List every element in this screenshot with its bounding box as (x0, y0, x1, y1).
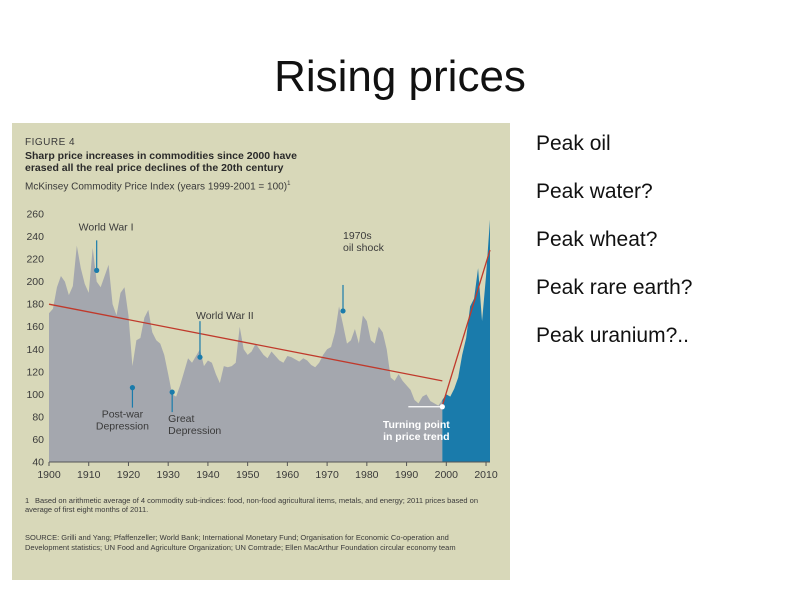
x-tick-label: 1910 (77, 469, 101, 481)
x-tick-label: 1970 (315, 469, 339, 481)
area-20th-century (49, 245, 443, 462)
bullet-item: Peak oil (536, 132, 611, 155)
slide-title: Rising prices (274, 52, 526, 101)
figure-panel: FIGURE 4 Sharp price increases in commod… (12, 123, 510, 580)
bullet-item: Peak uranium?.. (536, 324, 689, 347)
y-tick-label: 40 (32, 457, 44, 469)
annotation-label: Post-war (102, 409, 144, 421)
figure-heading-line1: Sharp price increases in commodities sin… (25, 150, 297, 162)
y-tick-label: 180 (26, 299, 44, 311)
x-tick-label: 1960 (276, 469, 300, 481)
x-tick-label: 1950 (236, 469, 260, 481)
y-tick-label: 140 (26, 344, 44, 356)
annotation-dot (340, 308, 346, 314)
commodity-price-chart: World War IPost-warDepressionGreatDepres… (26, 209, 498, 482)
trend-lines (48, 249, 491, 406)
x-tick-label: 1920 (117, 469, 141, 481)
footnote-text: Based on arithmetic average of 4 commodi… (25, 496, 479, 514)
annotation-label-line2: oil shock (343, 242, 385, 254)
annotation-label: 1970s (343, 230, 372, 242)
x-tick-label: 1940 (196, 469, 220, 481)
figure-heading-line2: erased all the real price declines of th… (25, 162, 284, 174)
annotation-label: Great (168, 413, 194, 425)
footnote: 1 Based on arithmetic average of 4 commod… (25, 496, 503, 514)
figure-label: FIGURE 4 (25, 137, 76, 148)
bullet-item: Peak water? (536, 180, 653, 203)
x-tick-label: 1990 (395, 469, 419, 481)
x-tick-label: 1900 (37, 469, 61, 481)
bullet-item: Peak rare earth? (536, 276, 693, 299)
y-tick-label: 260 (26, 209, 44, 221)
trend-line (48, 303, 443, 382)
y-tick-label: 60 (32, 434, 44, 446)
y-tick-label: 80 (32, 411, 44, 423)
annotation-label: World War II (196, 310, 254, 322)
area-21st-century (442, 219, 490, 462)
annotation-dot (197, 354, 203, 360)
annotation-dot (169, 389, 175, 395)
figure-subtitle: McKinsey Commodity Price Index (years 19… (25, 181, 290, 192)
y-tick-label: 220 (26, 254, 44, 266)
x-tick-label: 1980 (355, 469, 379, 481)
annotation-label-line2: in price trend (383, 431, 450, 443)
y-tick-label: 100 (26, 389, 44, 401)
x-axis: 1900 1910 1920 1930 1940 1950 1960 1970 1980 1990… (37, 461, 498, 481)
area-group (49, 219, 490, 462)
y-axis: 40 60 80 100 120 140 160 180 200 220 240 260 (26, 209, 44, 469)
annotation-dot (129, 385, 136, 391)
x-tick-label: 1930 (157, 469, 181, 481)
x-tick-label: 2000 (435, 469, 459, 481)
y-tick-label: 240 (26, 231, 44, 243)
annotation-label: Turning point (383, 419, 450, 431)
trend-line (441, 249, 491, 406)
figure-subtitle-text: McKinsey Commodity Price Index (years 19… (25, 181, 288, 193)
source-note: SOURCE: Grilli and Yang; Pfaffenzeller; … (25, 533, 456, 552)
bullet-list: Peak oil Peak water? Peak wheat? Peak ra… (536, 130, 692, 370)
annotation-markers: World War IPost-warDepressionGreatDepres… (79, 221, 451, 442)
figure-subtitle-sup: 1 (287, 181, 291, 187)
x-tick-label: 2010 (474, 469, 498, 481)
annotation-dot (94, 267, 100, 273)
y-tick-label: 160 (26, 321, 44, 333)
footnote-number: 1 (25, 496, 30, 505)
y-tick-label: 200 (26, 276, 44, 288)
bullet-item: Peak wheat? (536, 228, 658, 251)
annotation-label-line2: Depression (168, 425, 221, 437)
figure-heading: Sharp price increases in commodities sin… (25, 150, 345, 174)
y-tick-label: 120 (26, 366, 44, 378)
annotation-label-line2: Depression (96, 421, 149, 433)
annotation-label: World War I (79, 221, 134, 233)
annotation-dot (439, 404, 445, 410)
